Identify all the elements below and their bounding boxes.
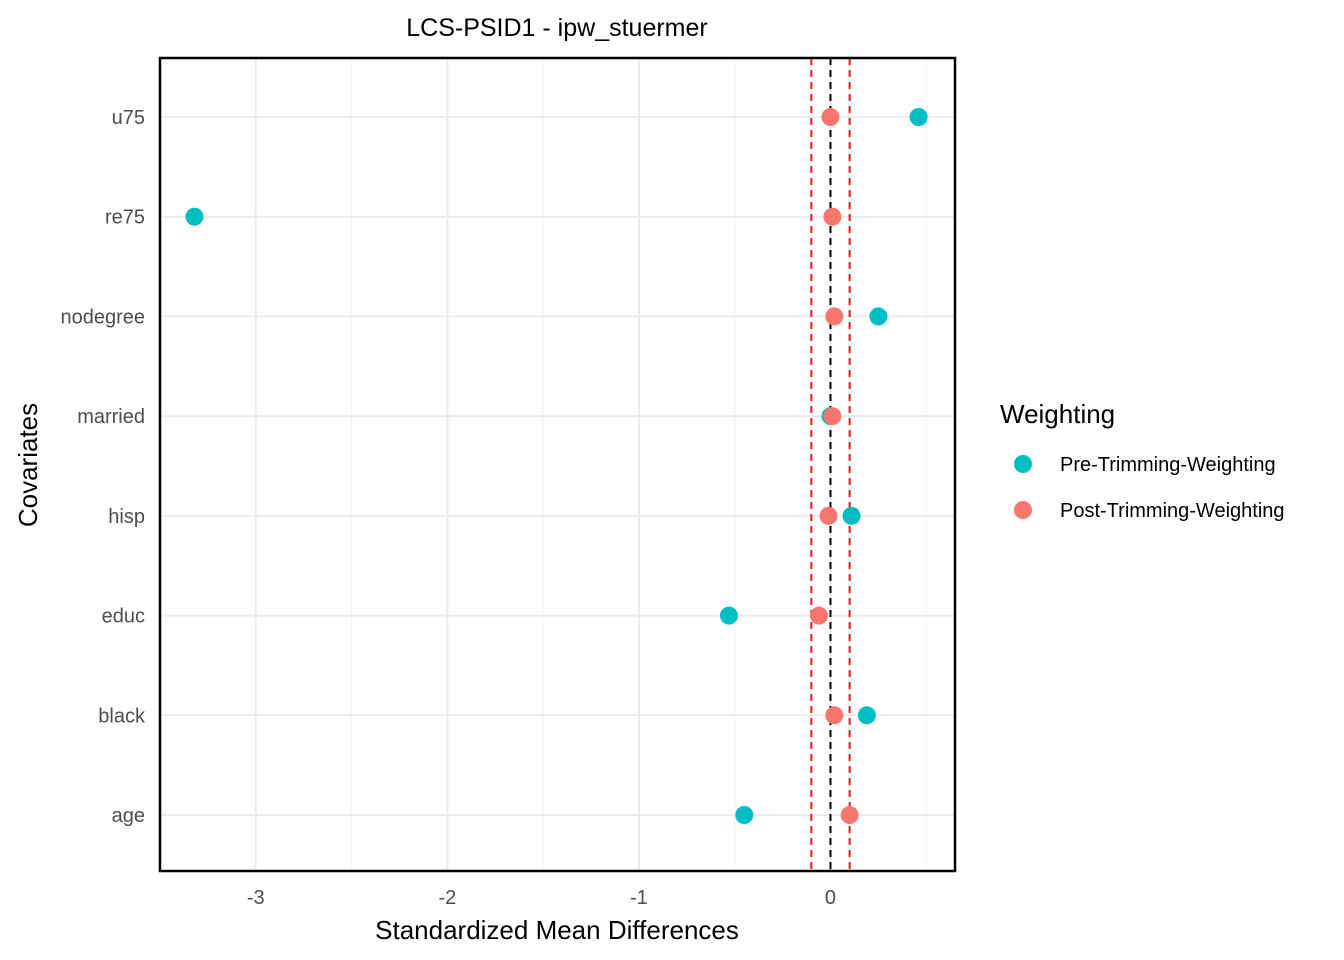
x-tick-label: -1 <box>630 887 648 909</box>
legend-label: Pre-Trimming-Weighting <box>1060 454 1276 476</box>
legend-label: Post-Trimming-Weighting <box>1060 500 1285 522</box>
data-point-re75 <box>823 207 842 226</box>
y-tick-label: re75 <box>105 207 145 229</box>
data-point-age <box>840 806 859 824</box>
data-point-educ <box>809 606 828 625</box>
data-point-hisp <box>842 506 861 525</box>
legend-title: Weighting <box>1000 399 1115 429</box>
legend: Weighting Pre-Trimming-Weighting Post-Tri… <box>1000 399 1285 522</box>
y-tick-label: nodegree <box>60 306 145 328</box>
data-point-educ <box>719 606 738 625</box>
panel-border <box>158 56 957 873</box>
y-tick-label: age <box>112 805 145 827</box>
data-point-nodegree <box>869 307 888 326</box>
y-tick-label: hisp <box>108 506 145 528</box>
x-tick-label: 0 <box>825 887 836 909</box>
grid-lines <box>159 58 955 871</box>
data-point-u75 <box>909 108 928 126</box>
data-point-nodegree <box>825 307 844 326</box>
y-tick-label: educ <box>102 606 145 628</box>
y-tick-label: u75 <box>112 107 145 129</box>
chart-title: LCS-PSID1 - ipw_stuermer <box>406 14 707 42</box>
x-axis-title: Standardized Mean Differences <box>375 915 739 945</box>
data-point-u75 <box>821 108 840 126</box>
y-axis-title: Covariates <box>13 403 43 527</box>
data-point-age <box>735 806 754 824</box>
y-tick-label: married <box>77 406 145 428</box>
reference-lines <box>810 58 851 871</box>
data-point-re75 <box>185 207 204 226</box>
legend-swatch <box>1014 501 1032 519</box>
data-point-married <box>823 407 842 426</box>
y-tick-labels: age black educ hisp married nodegree re75 u75 <box>60 107 146 827</box>
x-tick-labels: -3 -2 -1 0 <box>247 887 836 909</box>
data-point-black <box>825 706 844 725</box>
data-point-black <box>857 706 876 725</box>
data-point-hisp <box>819 506 838 525</box>
y-tick-label: black <box>98 705 146 727</box>
data-points <box>185 108 928 824</box>
x-tick-label: -2 <box>438 887 456 909</box>
legend-swatch <box>1014 455 1032 473</box>
x-tick-label: -3 <box>247 887 265 909</box>
